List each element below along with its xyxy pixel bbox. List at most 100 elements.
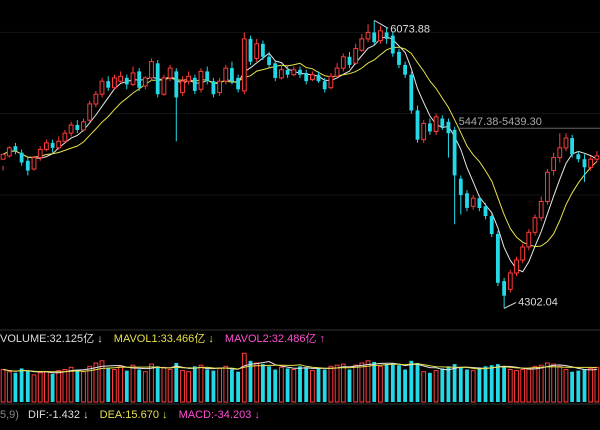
candle xyxy=(520,243,526,264)
candle-body xyxy=(13,146,18,152)
volume-bar xyxy=(372,361,377,402)
candle-body xyxy=(403,64,407,75)
ma10-line xyxy=(2,46,598,248)
volume-bar xyxy=(310,370,315,403)
candle-body xyxy=(192,77,197,91)
candle xyxy=(502,277,506,309)
candle xyxy=(149,58,154,82)
volume-bar xyxy=(428,372,432,403)
candle-body xyxy=(93,93,99,105)
candle-body xyxy=(56,140,62,149)
candle-body xyxy=(421,122,427,141)
volume-bar xyxy=(538,364,544,403)
macd-legend-text: 5,9) DIF:-1.432 ↓ DEA:15.670 ↓ MACD:-34.… xyxy=(0,409,260,421)
candle-body xyxy=(365,31,371,40)
candle xyxy=(118,71,123,83)
candle xyxy=(507,269,513,293)
volume-bar xyxy=(211,370,216,402)
candle-body xyxy=(397,51,401,65)
candle-body xyxy=(223,67,229,82)
volume-bar xyxy=(477,368,482,402)
candle xyxy=(261,40,265,61)
candle-body xyxy=(62,132,68,142)
volume-bar xyxy=(124,370,129,402)
volume-bar xyxy=(415,363,420,402)
candle-body xyxy=(378,30,383,42)
candle-body xyxy=(285,69,290,75)
candle xyxy=(205,66,210,85)
candle xyxy=(267,51,271,69)
dea-value: DEA:15.670 xyxy=(100,409,159,421)
candle-body xyxy=(576,154,581,160)
volume-bar xyxy=(353,364,359,403)
candle-body xyxy=(390,35,395,54)
candle xyxy=(124,74,129,90)
volume-bar xyxy=(0,369,6,403)
volume-bars xyxy=(0,352,600,403)
candle xyxy=(44,139,49,152)
candle-body xyxy=(446,121,451,134)
candle-body xyxy=(353,48,359,64)
candle-body xyxy=(267,56,271,65)
macd-arrow-icon: ↓ xyxy=(254,409,260,421)
volume-bar xyxy=(298,366,302,403)
volume-bar xyxy=(137,369,142,402)
volume-bar xyxy=(594,366,600,403)
candle xyxy=(112,74,117,90)
volume-bar xyxy=(304,367,309,402)
high-price-label: 6073.88 xyxy=(390,23,430,35)
volume-bar xyxy=(365,360,371,403)
candle xyxy=(594,151,600,163)
volume-bar xyxy=(409,360,414,402)
candle-body xyxy=(557,147,563,159)
volume-bar xyxy=(81,371,86,403)
candle-body xyxy=(25,160,30,171)
volume-bar xyxy=(56,370,62,403)
candle xyxy=(563,133,569,152)
candle xyxy=(403,61,407,78)
candle-body xyxy=(570,138,574,155)
volume-bar xyxy=(507,369,513,403)
volume-bar xyxy=(248,360,253,402)
volume-bar xyxy=(112,369,117,403)
volume-bar xyxy=(62,369,68,403)
candle-body xyxy=(44,142,49,150)
candle xyxy=(384,27,389,44)
candle xyxy=(365,24,371,43)
candle xyxy=(446,118,451,158)
candle-body xyxy=(340,56,346,69)
candle xyxy=(248,35,253,65)
candle xyxy=(6,146,12,158)
candle xyxy=(421,120,427,143)
candle xyxy=(137,68,142,91)
candle xyxy=(428,118,432,135)
candle xyxy=(390,32,395,57)
candle xyxy=(19,149,24,166)
candle xyxy=(291,66,297,77)
volume-bar xyxy=(520,369,526,403)
volume-bar xyxy=(19,368,24,402)
low-marker-line xyxy=(503,301,517,309)
volume-bar xyxy=(433,370,439,403)
price-annotations: 6073.88 4302.04 5447.38-5439.30 xyxy=(373,19,600,309)
volume-value: VOLUME:32.125亿 xyxy=(0,332,94,345)
candle-body xyxy=(384,32,389,39)
volume-bar xyxy=(340,363,346,403)
volume-bar xyxy=(526,367,532,403)
candle-body xyxy=(112,77,117,89)
mavol2-value: MAVOL2:32.486亿 xyxy=(225,332,317,345)
candle-body xyxy=(470,197,476,207)
candle xyxy=(130,66,136,87)
volume-bar xyxy=(384,364,389,402)
candle xyxy=(570,134,574,158)
candle xyxy=(322,77,327,93)
candle xyxy=(452,126,457,225)
volume-bar xyxy=(217,367,222,403)
candle xyxy=(316,71,321,83)
dea-arrow-icon: ↓ xyxy=(162,409,168,421)
candle-body xyxy=(440,118,445,127)
candle xyxy=(340,53,346,72)
candle xyxy=(285,66,290,78)
